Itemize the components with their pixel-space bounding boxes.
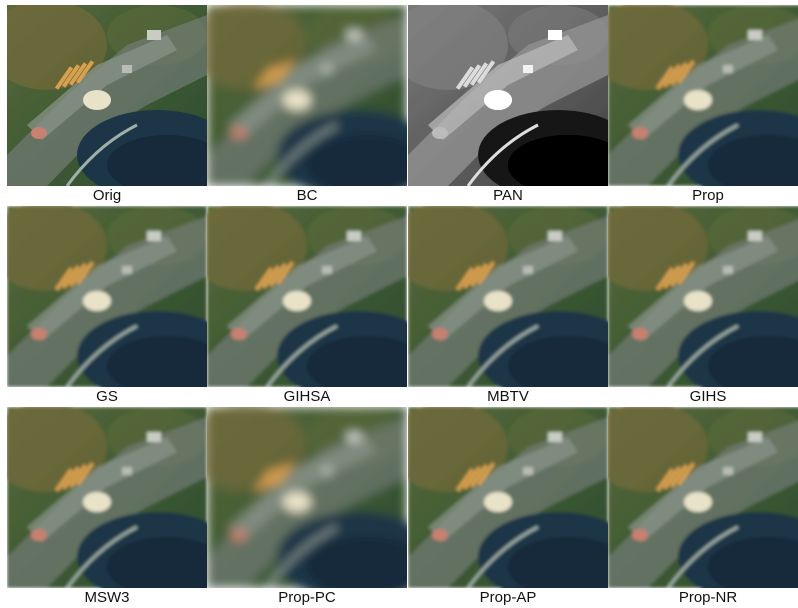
scene <box>207 407 407 588</box>
scene <box>207 206 407 387</box>
panel-label: GIHSA <box>207 387 407 407</box>
panel-label: GS <box>7 387 207 407</box>
panel-image <box>408 407 608 588</box>
panel: GS <box>7 206 207 407</box>
scene <box>408 5 608 186</box>
panel: MSW3 <box>7 407 207 608</box>
panel: Prop-PC <box>207 407 407 608</box>
panel-image <box>608 206 798 387</box>
panel-label: MBTV <box>408 387 608 407</box>
panel: Prop-AP <box>408 407 608 608</box>
panel-image <box>608 5 798 186</box>
panel: GIHS <box>608 206 798 407</box>
panel-label: Prop-AP <box>408 588 608 608</box>
panel-label: GIHS <box>608 387 798 407</box>
scene <box>408 407 608 588</box>
scene <box>608 5 798 186</box>
panel-image <box>7 407 207 588</box>
panel: Prop-NR <box>608 407 798 608</box>
panel-image <box>408 5 608 186</box>
scene <box>7 206 207 387</box>
panel-label: Prop-NR <box>608 588 798 608</box>
panel-image <box>207 5 407 186</box>
panel-label: Prop-PC <box>207 588 407 608</box>
scene <box>207 5 407 186</box>
panel-label: PAN <box>408 186 608 206</box>
panel: PAN <box>408 5 608 206</box>
panel-image <box>7 5 207 186</box>
panel: GIHSA <box>207 206 407 407</box>
scene <box>408 206 608 387</box>
panel-label: Prop <box>608 186 798 206</box>
panel: Orig <box>7 5 207 206</box>
figure: {"figure": {"panels": [ {"label": "Orig"… <box>0 0 798 607</box>
panel-label: Orig <box>7 186 207 206</box>
scene <box>608 407 798 588</box>
panel-label: BC <box>207 186 407 206</box>
panel-image <box>7 206 207 387</box>
panel: BC <box>207 5 407 206</box>
scene <box>608 206 798 387</box>
panel-image <box>207 407 407 588</box>
panel-image <box>608 407 798 588</box>
panel-image <box>408 206 608 387</box>
panel: MBTV <box>408 206 608 407</box>
scene <box>7 407 207 588</box>
scene <box>7 5 207 186</box>
panel-image <box>207 206 407 387</box>
panel: Prop <box>608 5 798 206</box>
panel-label: MSW3 <box>7 588 207 608</box>
